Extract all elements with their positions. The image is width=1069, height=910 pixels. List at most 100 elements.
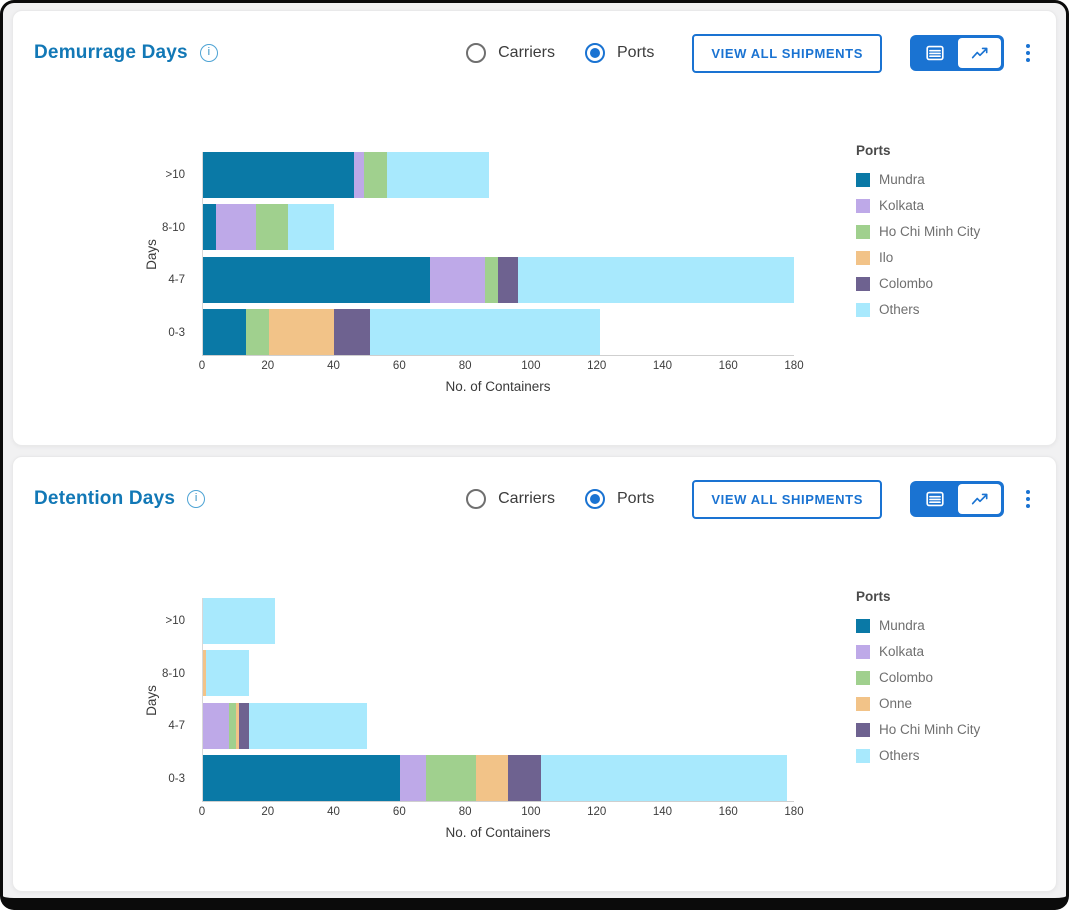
bar-segment-ho-chi-minh-city[interactable] xyxy=(239,702,249,749)
bar-segment-others[interactable] xyxy=(386,152,489,198)
bar-segment-kolkata[interactable] xyxy=(354,152,364,198)
line-chart-icon xyxy=(971,47,988,59)
bar-segment-ho-chi-minh-city[interactable] xyxy=(363,152,387,198)
x-axis-ticks: 0 20 40 60 80 100 120 140 160 180 xyxy=(199,360,804,374)
legend-item-onne[interactable]: Onne xyxy=(856,696,1037,711)
bar-segment-colombo[interactable] xyxy=(229,702,236,749)
radio-carriers[interactable]: Carriers xyxy=(466,489,555,509)
bar-row->10 xyxy=(203,598,794,644)
x-tick-label: 160 xyxy=(718,360,738,372)
bar-row-0-3 xyxy=(203,754,794,801)
x-tick-label: 80 xyxy=(458,360,472,372)
legend-item-others[interactable]: Others xyxy=(856,748,1037,763)
legend-swatch xyxy=(856,618,870,633)
radio-circle-icon xyxy=(466,489,487,509)
table-view-button[interactable] xyxy=(913,484,956,514)
legend-label: Ho Chi Minh City xyxy=(879,224,981,239)
bar-segment-others[interactable] xyxy=(248,702,368,749)
bar-segment-onne[interactable] xyxy=(235,702,240,749)
kebab-menu-icon[interactable] xyxy=(1020,486,1036,512)
x-tick-label: 120 xyxy=(587,360,607,372)
bar-row-8-10 xyxy=(203,650,794,697)
radio-ports[interactable]: Ports xyxy=(585,489,654,509)
legend-title: Ports xyxy=(856,589,891,604)
legend-swatch xyxy=(856,198,870,213)
category-label: 8-10 xyxy=(161,667,185,680)
legend-label: Onne xyxy=(879,696,913,711)
x-axis-ticks: 0 20 40 60 80 100 120 140 160 180 xyxy=(198,806,804,820)
bar-segment-mundra[interactable] xyxy=(203,256,430,303)
bar-segment-kolkata[interactable] xyxy=(203,702,230,749)
bar-segment-mundra[interactable] xyxy=(203,754,400,801)
legend-item-ilo[interactable]: Ilo xyxy=(856,250,1037,265)
category-label: >10 xyxy=(165,169,185,181)
category-label: >10 xyxy=(165,615,185,627)
bar-row-4-7 xyxy=(203,702,794,749)
panel-header: Detention Days i Carriers Ports VIEW ALL… xyxy=(34,479,1036,519)
bar-segment-mundra[interactable] xyxy=(203,152,355,198)
table-view-button[interactable] xyxy=(913,38,956,68)
legend-item-colombo[interactable]: Colombo xyxy=(856,670,1037,685)
bar-segment-others[interactable] xyxy=(518,256,794,303)
bar-segment-kolkata[interactable] xyxy=(216,204,256,251)
bar-segment-others[interactable] xyxy=(203,598,276,644)
bar-segment-others[interactable] xyxy=(288,204,335,251)
group-by-radio-group: Carriers Ports xyxy=(466,43,654,63)
bar-segment-kolkata[interactable] xyxy=(400,754,427,801)
chart-view-button[interactable] xyxy=(958,484,1001,514)
bar-segment-colombo[interactable] xyxy=(334,308,371,355)
x-tick-label: 140 xyxy=(652,360,673,372)
x-tick-label: 0 xyxy=(198,806,206,818)
bar-segment-colombo[interactable] xyxy=(498,256,519,303)
bar-row-8-10 xyxy=(203,204,794,251)
page-title: Demurrage Days xyxy=(34,42,188,63)
bar-segment-onne[interactable] xyxy=(203,650,207,697)
legend-swatch xyxy=(856,302,870,317)
legend-item-ho-chi-minh-city[interactable]: Ho Chi Minh City xyxy=(856,224,1037,239)
legend-label: Ho Chi Minh City xyxy=(879,722,981,737)
info-icon[interactable]: i xyxy=(187,490,206,508)
bar-segment-ho-chi-minh-city[interactable] xyxy=(245,308,269,355)
legend-item-colombo[interactable]: Colombo xyxy=(856,276,1037,291)
bar-segment-colombo[interactable] xyxy=(426,754,476,801)
legend-item-mundra[interactable]: Mundra xyxy=(856,618,1037,633)
legend-item-kolkata[interactable]: Kolkata xyxy=(856,644,1037,659)
table-icon xyxy=(925,491,944,507)
plot xyxy=(202,152,794,356)
plot xyxy=(202,598,794,802)
legend-label: Kolkata xyxy=(879,644,925,659)
x-tick-label: 180 xyxy=(784,360,804,372)
legend-item-ho-chi-minh-city[interactable]: Ho Chi Minh City xyxy=(856,722,1037,737)
bar-segment-ho-chi-minh-city[interactable] xyxy=(255,204,289,251)
demurrage-chart: Days >10 8-10 4-7 0-3 0 20 40 60 80 100 120 140 160… xyxy=(34,143,1037,399)
bar-segment-onne[interactable] xyxy=(475,754,509,801)
legend-item-others[interactable]: Others xyxy=(856,302,1037,317)
bar-row->10 xyxy=(203,152,794,198)
x-axis-title: No. of Containers xyxy=(445,825,551,840)
line-chart-icon xyxy=(971,493,988,505)
bar-segment-mundra[interactable] xyxy=(203,308,246,355)
view-all-shipments-button[interactable]: VIEW ALL SHIPMENTS xyxy=(692,33,882,73)
kebab-menu-icon[interactable] xyxy=(1020,40,1036,66)
bar-segment-ho-chi-minh-city[interactable] xyxy=(508,754,542,801)
view-all-shipments-button[interactable]: VIEW ALL SHIPMENTS xyxy=(692,479,882,519)
bar-row-0-3 xyxy=(203,308,794,355)
bar-segment-others[interactable] xyxy=(370,308,601,355)
bar-segment-ho-chi-minh-city[interactable] xyxy=(485,256,499,303)
x-tick-label: 20 xyxy=(261,806,275,818)
legend-item-kolkata[interactable]: Kolkata xyxy=(856,198,1037,213)
radio-ports[interactable]: Ports xyxy=(585,43,654,63)
x-tick-label: 40 xyxy=(327,806,340,818)
info-icon[interactable]: i xyxy=(199,44,218,62)
legend-item-mundra[interactable]: Mundra xyxy=(856,172,1037,187)
legend-label: Mundra xyxy=(879,172,925,187)
radio-carriers[interactable]: Carriers xyxy=(466,43,555,63)
y-axis-labels: >10 8-10 4-7 0-3 xyxy=(34,598,194,802)
bar-segment-others[interactable] xyxy=(206,650,249,697)
x-tick-label: 100 xyxy=(521,806,541,818)
bar-segment-others[interactable] xyxy=(541,754,788,801)
bar-segment-kolkata[interactable] xyxy=(429,256,486,303)
chart-view-button[interactable] xyxy=(958,38,1001,68)
bar-segment-ilo[interactable] xyxy=(268,308,335,355)
bar-segment-mundra[interactable] xyxy=(203,204,217,251)
